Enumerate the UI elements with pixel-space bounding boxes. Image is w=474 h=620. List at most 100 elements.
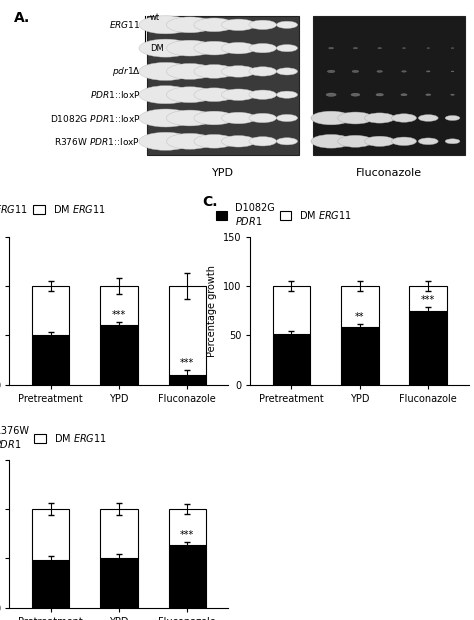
- Bar: [32, 509, 69, 560]
- Text: **: **: [355, 312, 365, 322]
- Bar: [313, 16, 465, 155]
- Text: D1082G $PDR1$::loxP: D1082G $PDR1$::loxP: [50, 112, 140, 123]
- Bar: [169, 286, 206, 374]
- Circle shape: [276, 68, 298, 75]
- Text: Fluconazole: Fluconazole: [356, 167, 422, 178]
- Bar: [100, 558, 138, 608]
- Text: wt: wt: [150, 12, 160, 22]
- Text: C.: C.: [202, 195, 218, 209]
- Circle shape: [139, 63, 192, 81]
- Bar: [169, 374, 206, 384]
- Circle shape: [194, 64, 235, 78]
- Text: R376W $PDR1$::loxP: R376W $PDR1$::loxP: [55, 136, 140, 147]
- Circle shape: [139, 86, 192, 104]
- Circle shape: [166, 110, 213, 126]
- Circle shape: [221, 89, 255, 100]
- Legend: $ERG11$, DM $ERG11$: $ERG11$, DM $ERG11$: [0, 203, 106, 215]
- Circle shape: [351, 93, 360, 96]
- Circle shape: [365, 113, 395, 123]
- Text: DM: DM: [150, 43, 164, 53]
- Circle shape: [401, 94, 407, 95]
- Y-axis label: Percentage growth: Percentage growth: [207, 265, 217, 356]
- Bar: [32, 335, 69, 384]
- Circle shape: [249, 43, 276, 53]
- Circle shape: [276, 45, 298, 51]
- Circle shape: [426, 94, 431, 95]
- Circle shape: [419, 115, 438, 122]
- Bar: [100, 286, 138, 326]
- Legend: D1082G
$PDR1$, DM $ERG11$: D1082G $PDR1$, DM $ERG11$: [216, 203, 352, 227]
- Circle shape: [328, 47, 334, 49]
- Circle shape: [166, 63, 213, 79]
- Circle shape: [166, 40, 213, 56]
- Circle shape: [328, 70, 335, 73]
- Bar: [169, 509, 206, 546]
- Bar: [410, 286, 447, 311]
- Circle shape: [311, 135, 351, 148]
- Circle shape: [276, 91, 298, 99]
- Bar: [32, 560, 69, 608]
- Circle shape: [166, 133, 213, 149]
- Circle shape: [139, 132, 192, 150]
- Circle shape: [249, 20, 276, 30]
- Circle shape: [311, 111, 351, 125]
- Circle shape: [166, 87, 213, 103]
- Circle shape: [338, 112, 373, 124]
- Circle shape: [194, 111, 235, 125]
- Text: ***: ***: [421, 294, 435, 304]
- Text: ***: ***: [112, 311, 126, 321]
- Bar: [100, 509, 138, 558]
- Circle shape: [445, 115, 460, 120]
- Circle shape: [427, 71, 430, 72]
- Circle shape: [276, 21, 298, 29]
- Circle shape: [194, 135, 235, 148]
- Bar: [273, 286, 310, 334]
- Circle shape: [376, 94, 383, 96]
- Circle shape: [221, 136, 255, 147]
- Circle shape: [338, 135, 373, 148]
- Circle shape: [249, 136, 276, 146]
- Text: $PDR1$::loxP: $PDR1$::loxP: [90, 89, 140, 100]
- Bar: [341, 327, 379, 384]
- Circle shape: [445, 139, 460, 144]
- Circle shape: [194, 88, 235, 102]
- Circle shape: [166, 17, 213, 33]
- Circle shape: [352, 70, 359, 73]
- Circle shape: [451, 94, 455, 95]
- Circle shape: [392, 137, 417, 146]
- Circle shape: [221, 112, 255, 124]
- Bar: [341, 286, 379, 327]
- Circle shape: [249, 90, 276, 99]
- Circle shape: [194, 42, 235, 55]
- Text: ***: ***: [180, 529, 194, 539]
- Bar: [100, 326, 138, 384]
- Circle shape: [249, 67, 276, 76]
- Circle shape: [378, 48, 382, 49]
- Circle shape: [451, 71, 454, 72]
- Circle shape: [139, 16, 192, 34]
- Circle shape: [419, 138, 438, 144]
- Bar: [32, 286, 69, 335]
- Text: A.: A.: [14, 11, 30, 25]
- Text: YPD: YPD: [212, 167, 234, 178]
- Bar: [273, 334, 310, 384]
- Circle shape: [221, 66, 255, 77]
- Circle shape: [194, 18, 235, 32]
- Circle shape: [392, 114, 417, 122]
- Circle shape: [139, 109, 192, 127]
- Circle shape: [221, 19, 255, 30]
- Legend: R376W
$PDR1$, DM $ERG11$: R376W $PDR1$, DM $ERG11$: [0, 426, 107, 450]
- Circle shape: [377, 71, 383, 73]
- Text: $pdr1Δ$: $pdr1Δ$: [111, 65, 140, 78]
- Bar: [147, 16, 299, 155]
- Circle shape: [276, 138, 298, 145]
- Text: $ERG11$: $ERG11$: [109, 19, 140, 30]
- Circle shape: [365, 136, 395, 146]
- Circle shape: [401, 71, 406, 72]
- Circle shape: [353, 47, 357, 49]
- Bar: [169, 546, 206, 608]
- Circle shape: [221, 42, 255, 54]
- Circle shape: [326, 93, 336, 97]
- Circle shape: [139, 39, 192, 57]
- Circle shape: [249, 113, 276, 123]
